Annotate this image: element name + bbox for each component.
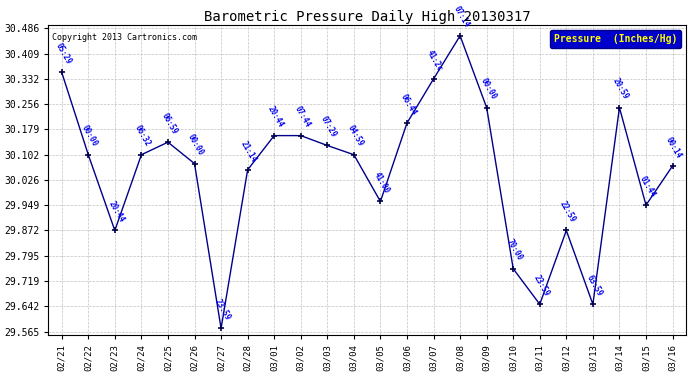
Text: 06:32: 06:32 (133, 124, 152, 148)
Text: 22:59: 22:59 (558, 200, 578, 224)
Text: 01:44: 01:44 (638, 174, 657, 199)
Text: 00:14: 00:14 (664, 135, 684, 160)
Text: 06:59: 06:59 (159, 111, 179, 136)
Text: 23:59: 23:59 (213, 297, 232, 322)
Text: 00:00: 00:00 (80, 124, 99, 148)
Text: 20:59: 20:59 (611, 77, 631, 101)
Text: 07:29: 07:29 (319, 115, 338, 139)
Text: 07:44: 07:44 (293, 105, 312, 129)
Text: 07:14: 07:14 (452, 5, 471, 30)
Text: 00:00: 00:00 (186, 133, 206, 157)
Text: 20:44: 20:44 (266, 105, 285, 129)
Text: 63:59: 63:59 (584, 273, 604, 298)
Text: 70:00: 70:00 (505, 238, 524, 262)
Text: 05:29: 05:29 (53, 42, 72, 66)
Text: Copyright 2013 Cartronics.com: Copyright 2013 Cartronics.com (52, 33, 197, 42)
Text: 04:59: 04:59 (346, 124, 365, 148)
Text: 20:44: 20:44 (106, 200, 126, 224)
Text: 41:00: 41:00 (372, 171, 391, 195)
Legend: Pressure  (Inches/Hg): Pressure (Inches/Hg) (550, 30, 681, 48)
Text: 23:59: 23:59 (531, 273, 551, 298)
Text: 21:14: 21:14 (239, 139, 259, 164)
Title: Barometric Pressure Daily High 20130317: Barometric Pressure Daily High 20130317 (204, 10, 531, 24)
Text: 00:00: 00:00 (478, 77, 497, 101)
Text: 41:2c: 41:2c (425, 48, 444, 73)
Text: 06:44: 06:44 (399, 92, 418, 117)
